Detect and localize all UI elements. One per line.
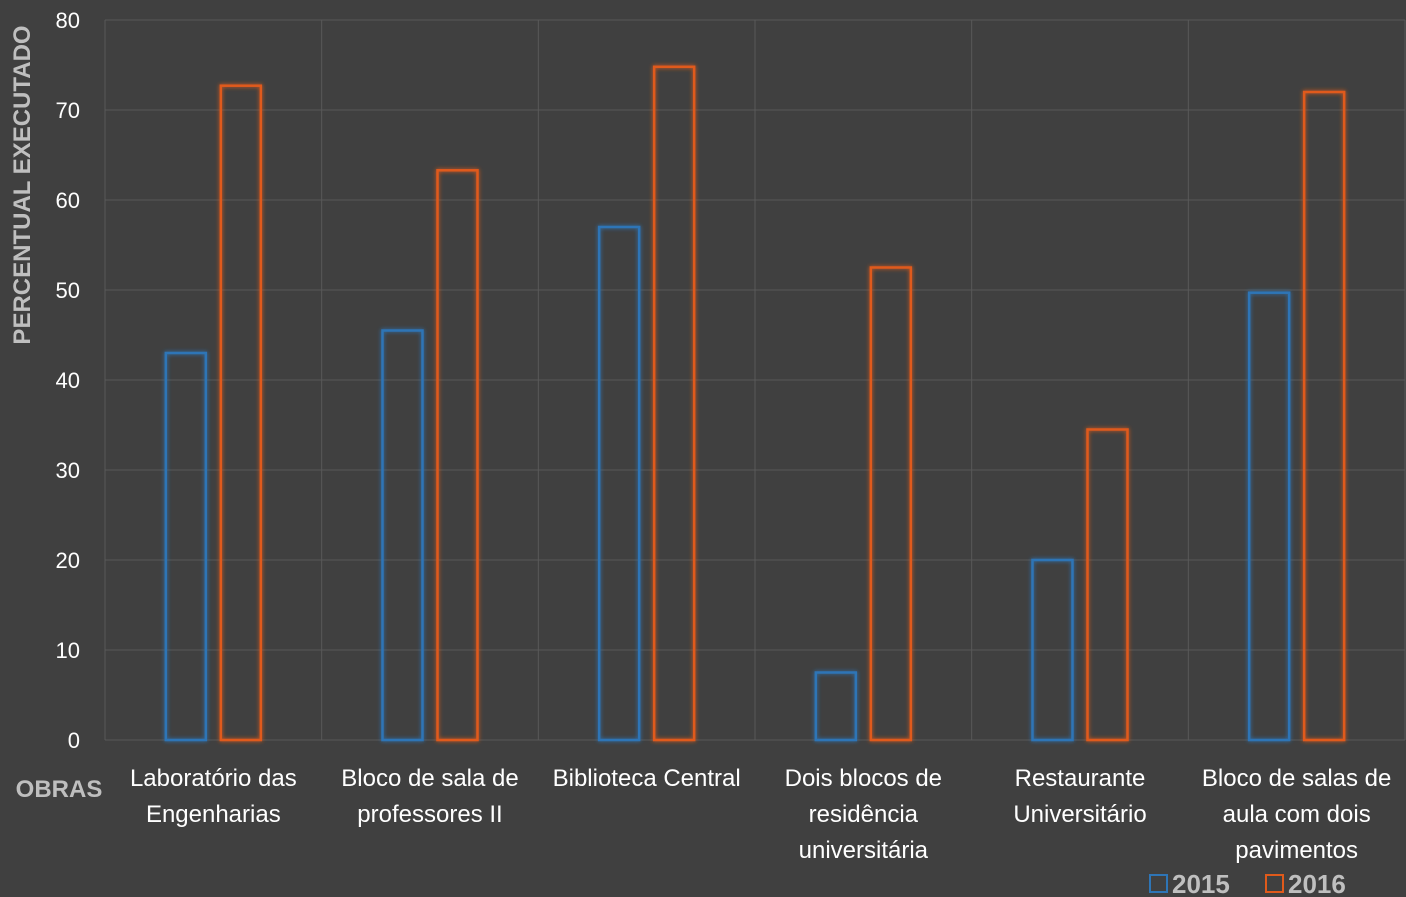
x-category-label: Bloco de salas de aula com dois pavimentos xyxy=(1202,765,1391,864)
bar-2016-1 xyxy=(436,169,479,742)
x-category-line: residência xyxy=(809,801,919,828)
legend-label-2016: 2016 xyxy=(1288,869,1346,897)
x-category-line: universitária xyxy=(799,837,929,864)
x-category-label: Restaurante Universitário xyxy=(1013,765,1146,828)
bars xyxy=(164,65,1346,742)
y-tick-label: 70 xyxy=(56,98,80,123)
bar-2015-2 xyxy=(597,225,641,742)
y-tick-label: 20 xyxy=(56,548,80,573)
bar-2015-4 xyxy=(1031,558,1074,742)
x-category-line: Biblioteca Central xyxy=(553,765,741,792)
y-tick-label: 80 xyxy=(56,8,80,33)
x-category-label: Biblioteca Central xyxy=(553,765,741,792)
x-category-label: Bloco de sala de professores II xyxy=(341,765,518,828)
legend-swatch-2015 xyxy=(1149,874,1168,893)
gridlines xyxy=(104,19,1406,741)
x-category-line: Universitário xyxy=(1013,801,1146,828)
y-tick-label: 50 xyxy=(56,278,80,303)
x-category-line: Engenharias xyxy=(146,801,281,828)
x-category-line: pavimentos xyxy=(1235,837,1358,864)
legend: 2015 2016 xyxy=(1149,869,1346,897)
bar-2015-3 xyxy=(814,671,858,742)
y-axis-title: PERCENTUAL EXECUTADO xyxy=(9,25,36,344)
legend-label-2015: 2015 xyxy=(1172,869,1230,897)
bar-2016-3 xyxy=(869,266,913,742)
x-category-line: Laboratório das xyxy=(130,765,297,792)
y-tick-label: 30 xyxy=(56,458,80,483)
y-tick-label: 0 xyxy=(68,728,80,753)
y-tick-label: 60 xyxy=(56,188,80,213)
x-axis-categories: Laboratório das Engenharias Bloco de sala … xyxy=(130,765,1391,864)
bar-2016-2 xyxy=(652,65,696,742)
bar-2016-0 xyxy=(219,84,263,742)
bar-2015-5 xyxy=(1247,291,1291,742)
x-category-line: professores II xyxy=(357,801,502,828)
bar-2016-5 xyxy=(1302,90,1346,742)
x-category-label: Dois blocos de residência universitária xyxy=(785,765,942,864)
y-tick-label: 10 xyxy=(56,638,80,663)
x-category-line: Dois blocos de xyxy=(785,765,942,792)
x-category-line: Restaurante xyxy=(1015,765,1146,792)
bar-2015-0 xyxy=(164,351,208,742)
x-category-line: aula com dois xyxy=(1223,801,1371,828)
legend-swatch-2016 xyxy=(1265,874,1284,893)
y-tick-label: 40 xyxy=(56,368,80,393)
x-category-label: Laboratório das Engenharias xyxy=(130,765,297,828)
bar-2016-4 xyxy=(1086,428,1129,742)
x-category-line: Bloco de salas de xyxy=(1202,765,1391,792)
x-category-line: Bloco de sala de xyxy=(341,765,518,792)
bar-2015-1 xyxy=(381,329,424,742)
y-axis-ticks: 0 10 20 30 40 50 60 70 80 xyxy=(56,8,80,753)
x-axis-title: OBRAS xyxy=(16,776,103,803)
